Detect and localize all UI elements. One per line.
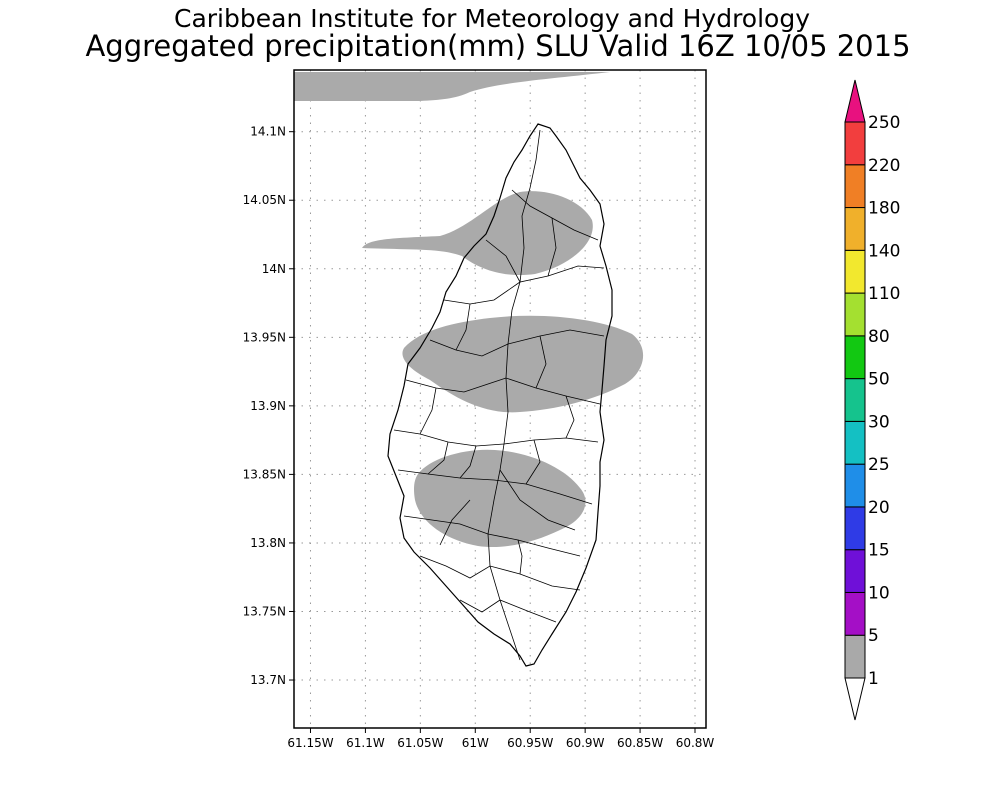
colorbar-segment [844,378,866,422]
lat-tick-label: 13.75N [243,604,286,618]
colorbar-level-label: 50 [868,370,890,390]
lon-tick-label: 60.95W [507,736,553,750]
colorbar-level-label: 220 [868,156,900,176]
longitude-axis: 61.15W 61.1W 61.05W 61W 60.95W 60.9W 60.85W 60.… [287,728,714,750]
colorbar-segment [844,335,866,380]
colorbar-level-label: 180 [868,199,900,219]
colorbar-level-label: 140 [868,241,900,261]
precip-area-north [362,191,593,276]
lon-tick-label: 61.15W [287,736,333,750]
colorbar-level-label: 30 [868,412,890,432]
colorbar-segment [844,249,866,294]
map-panel: 14.1N 14.05N 14N 13.95N 13.9N 13.85N 13.8N 13.7… [243,69,714,750]
colorbar-level-label: 25 [868,455,890,475]
map-frame [293,69,707,729]
map-title: Aggregated precipitation(mm) SLU Valid 1… [85,29,910,63]
saint-lucia-coastline [387,123,613,667]
colorbar-level-label: 110 [868,284,900,304]
lat-tick-label: 13.95N [243,330,286,344]
latitude-axis: 14.1N 14.05N 14N 13.95N 13.9N 13.85N 13.8N 13.7… [243,125,294,687]
colorbar-segment [844,207,866,251]
colorbar-segment [844,591,866,636]
colorbar-level-label: 10 [868,583,890,603]
colorbar-level-label: 20 [868,498,890,518]
lon-tick-label: 60.85W [617,736,663,750]
colorbar-level-label: 15 [868,541,890,561]
precip-area-south [414,449,586,548]
colorbar-top-arrow [844,79,866,123]
lat-tick-label: 13.8N [250,536,286,550]
colorbar-level-label: 5 [868,626,879,646]
precip-area-north-offshore [294,72,610,101]
colorbar-level-label: 1 [868,669,879,689]
lat-tick-label: 13.85N [243,467,286,481]
lat-tick-label: 14N [262,262,286,276]
lat-tick-label: 14.1N [250,125,286,139]
colorbar-segment [844,549,866,593]
colorbar-segment [844,121,866,166]
lat-tick-label: 13.7N [250,673,286,687]
river-network [393,129,605,661]
colorbar-level-label: 250 [868,113,900,133]
lon-tick-label: 60.8W [676,736,715,750]
colorbar-bottom-arrow [844,677,866,721]
lon-tick-label: 61.1W [346,736,385,750]
lon-tick-label: 60.9W [566,736,605,750]
colorbar-segment [844,634,866,679]
lon-tick-label: 61.05W [397,736,443,750]
institute-title: Caribbean Institute for Meteorology and … [174,4,810,33]
colorbar-segment [844,506,866,551]
precip-area-central [402,315,644,413]
precipitation-shading [294,72,644,548]
lon-tick-label: 61W [462,736,489,750]
lat-tick-label: 14.05N [243,193,286,207]
colorbar-segment [844,164,866,209]
colorbar-segment [844,292,866,337]
colorbar-segment [844,463,866,508]
lat-tick-label: 13.9N [250,399,286,413]
colorbar-segment [844,420,866,465]
colorbar-level-label: 80 [868,327,890,347]
